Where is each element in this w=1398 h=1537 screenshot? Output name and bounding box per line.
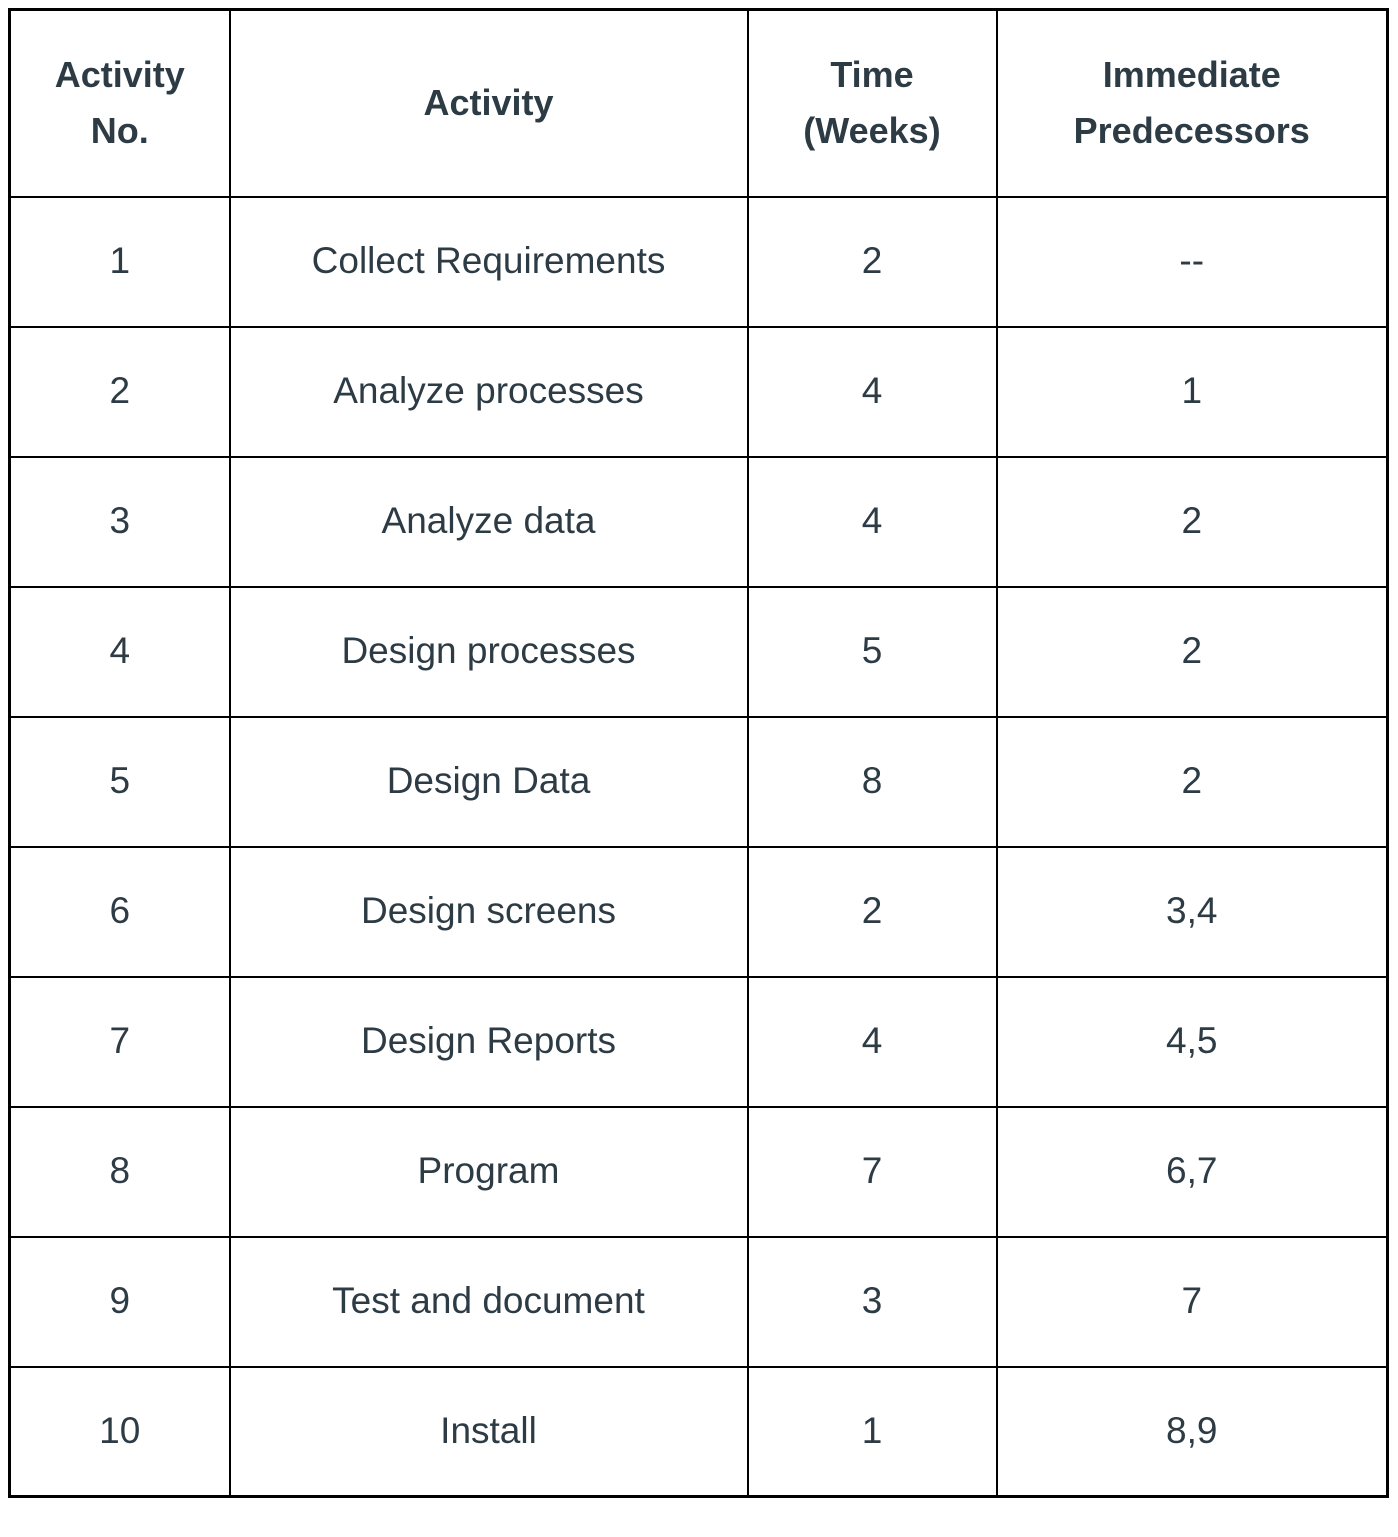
cell-time: 5 [746,585,998,718]
cell-predecessors: 8,9 [995,1365,1389,1498]
table-row: 4 Design processes 5 2 [8,585,1389,718]
cell-predecessors: 4,5 [995,975,1389,1108]
cell-activity: Collect Requirements [228,195,749,328]
cell-predecessors: 3,4 [995,845,1389,978]
cell-predecessors: 2 [995,715,1389,848]
cell-time: 1 [746,1365,998,1498]
cell-activity-no: 2 [8,325,231,458]
cell-predecessors: -- [995,195,1389,328]
cell-time: 4 [746,455,998,588]
table-row: 1 Collect Requirements 2 -- [8,195,1389,328]
cell-activity: Analyze data [228,455,749,588]
cell-time: 4 [746,975,998,1108]
cell-activity: Install [228,1365,749,1498]
cell-activity-no: 4 [8,585,231,718]
header-row: Activity No. Activity Time (Weeks) Immed… [8,8,1389,198]
cell-activity-no: 5 [8,715,231,848]
cell-time: 2 [746,195,998,328]
table-row: 10 Install 1 8,9 [8,1365,1389,1498]
header-immediate-predecessors: Immediate Predecessors [995,8,1389,198]
cell-activity: Design screens [228,845,749,978]
cell-activity-no: 10 [8,1365,231,1498]
cell-activity: Test and document [228,1235,749,1368]
cell-predecessors: 1 [995,325,1389,458]
table-row: 9 Test and document 3 7 [8,1235,1389,1368]
activity-precedence-table: Activity No. Activity Time (Weeks) Immed… [8,8,1389,1498]
cell-activity: Program [228,1105,749,1238]
cell-predecessors: 7 [995,1235,1389,1368]
cell-activity: Design processes [228,585,749,718]
table-row: 5 Design Data 8 2 [8,715,1389,848]
header-activity-no: Activity No. [8,8,231,198]
cell-predecessors: 6,7 [995,1105,1389,1238]
cell-activity-no: 3 [8,455,231,588]
cell-activity: Analyze processes [228,325,749,458]
cell-time: 8 [746,715,998,848]
table-row: 8 Program 7 6,7 [8,1105,1389,1238]
cell-activity-no: 8 [8,1105,231,1238]
cell-activity: Design Data [228,715,749,848]
cell-predecessors: 2 [995,585,1389,718]
header-time-weeks: Time (Weeks) [746,8,998,198]
table-row: 3 Analyze data 4 2 [8,455,1389,588]
cell-time: 2 [746,845,998,978]
cell-activity-no: 1 [8,195,231,328]
table-row: 2 Analyze processes 4 1 [8,325,1389,458]
table-row: 6 Design screens 2 3,4 [8,845,1389,978]
cell-activity-no: 6 [8,845,231,978]
cell-activity-no: 9 [8,1235,231,1368]
header-activity: Activity [228,8,749,198]
cell-activity-no: 7 [8,975,231,1108]
cell-time: 3 [746,1235,998,1368]
cell-activity: Design Reports [228,975,749,1108]
cell-time: 7 [746,1105,998,1238]
cell-time: 4 [746,325,998,458]
table-row: 7 Design Reports 4 4,5 [8,975,1389,1108]
cell-predecessors: 2 [995,455,1389,588]
